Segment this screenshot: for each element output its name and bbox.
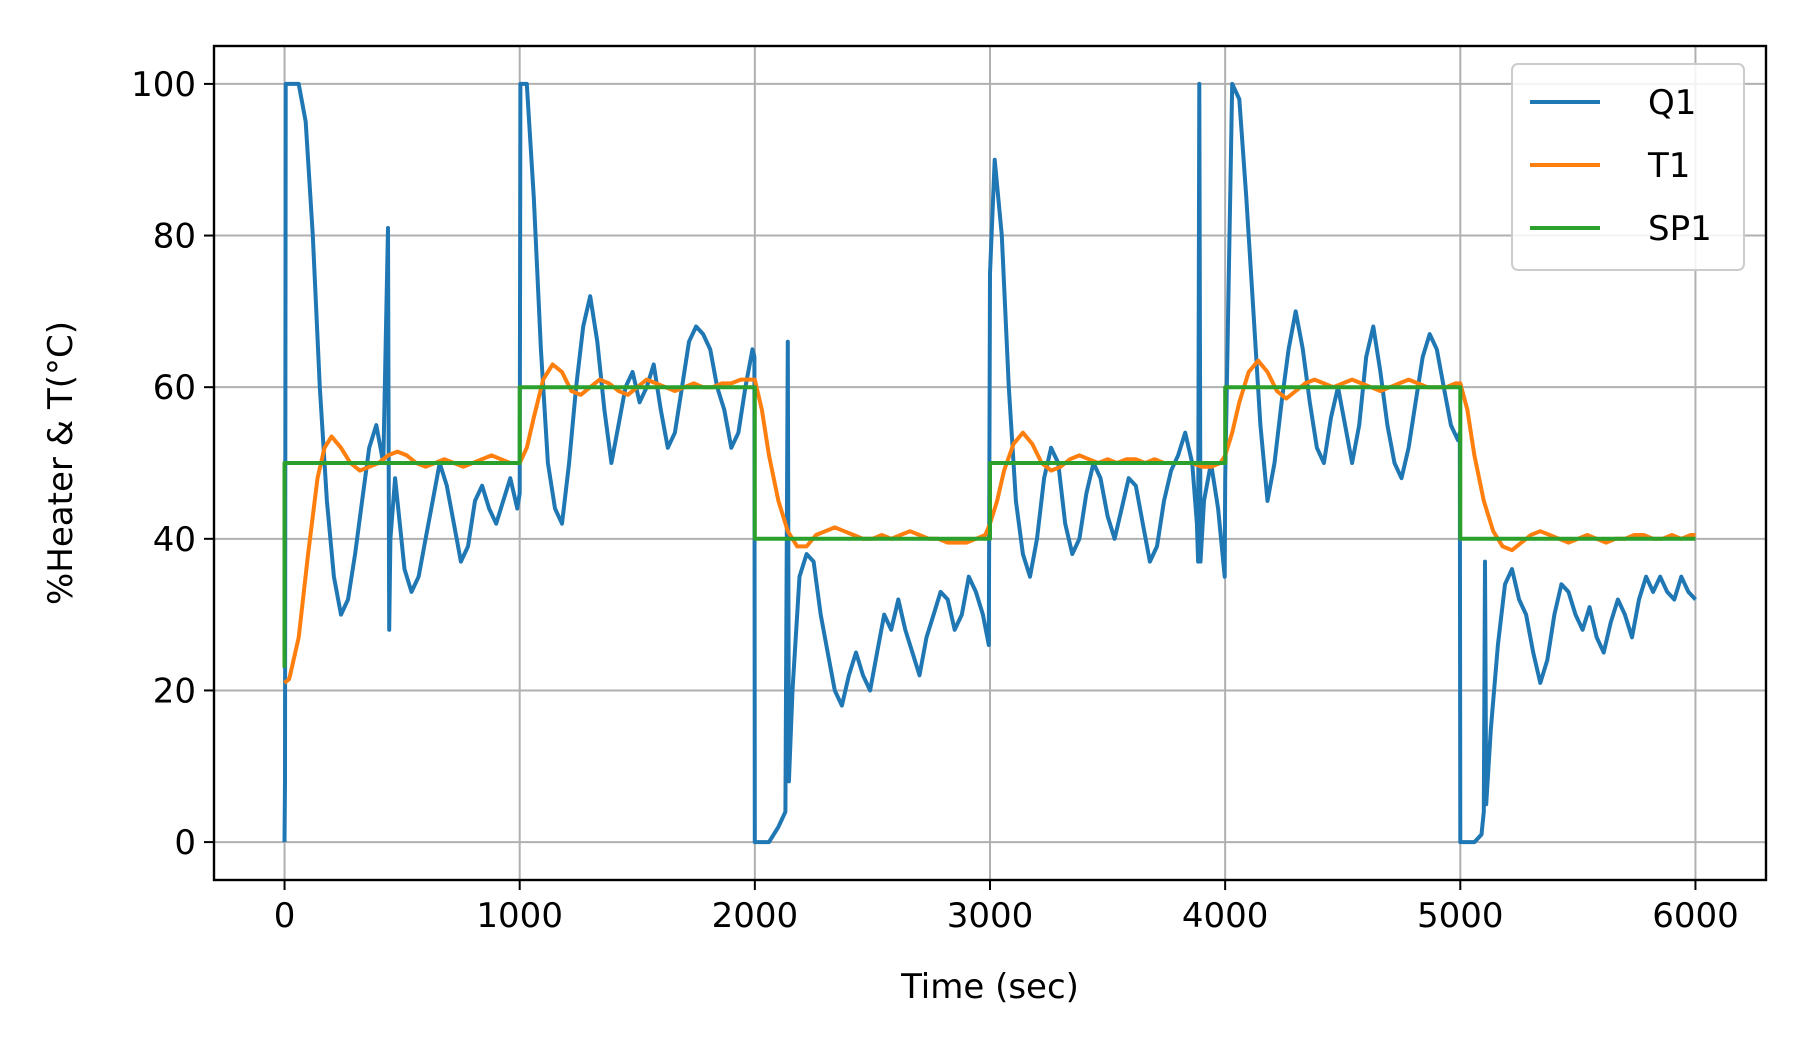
y-tick-label: 20 (153, 671, 196, 711)
legend-label-q1: Q1 (1648, 83, 1696, 123)
plot-series (282, 81, 1697, 845)
y-tick-label: 0 (174, 823, 196, 863)
legend-label-sp1: SP1 (1648, 209, 1712, 249)
axis-ticks: 0 1000 2000 3000 4000 5000 6000 0 20 40 60 80 100 (131, 65, 1739, 936)
x-tick-label: 0 (274, 896, 296, 936)
legend: Q1 T1 SP1 (1511, 63, 1745, 271)
x-tick-label: 6000 (1652, 896, 1739, 936)
series-line-sp1 (282, 385, 1696, 668)
y-tick-label: 100 (131, 65, 196, 105)
x-tick-label: 4000 (1182, 896, 1269, 936)
y-tick-label: 40 (153, 520, 196, 560)
x-tick-label: 2000 (712, 896, 799, 936)
y-tick-label: 80 (153, 217, 196, 257)
x-axis-label: Time (sec) (900, 967, 1079, 1007)
y-tick-label: 60 (153, 368, 196, 408)
legend-box (1511, 63, 1745, 271)
y-axis-label: %Heater & T(°C) (41, 321, 81, 605)
legend-label-t1: T1 (1647, 146, 1690, 186)
x-tick-label: 3000 (947, 896, 1034, 936)
x-tick-label: 1000 (476, 896, 563, 936)
x-tick-label: 5000 (1417, 896, 1504, 936)
